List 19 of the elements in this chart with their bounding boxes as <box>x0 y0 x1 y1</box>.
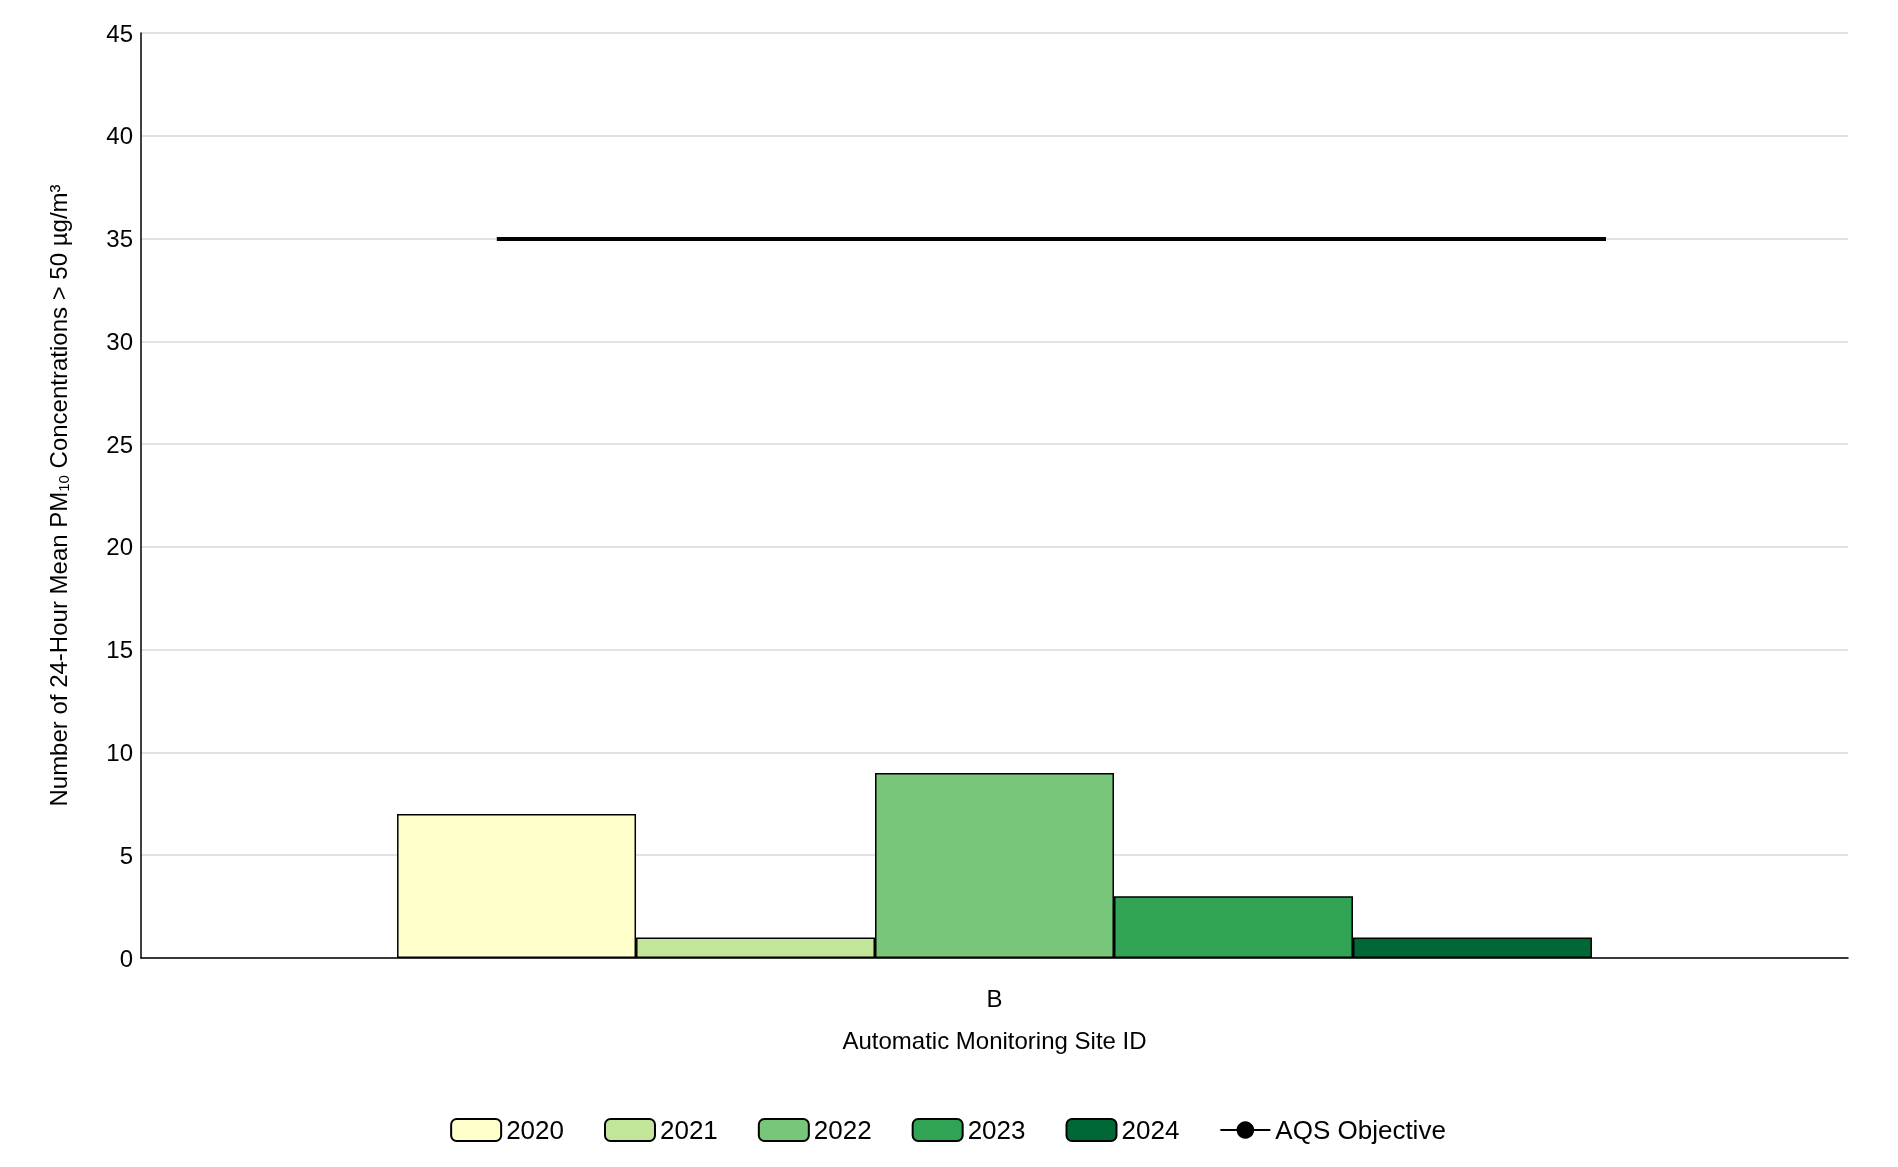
y-tick-label: 15 <box>106 636 133 664</box>
y-axis-title: Number of 24-Hour Mean PM10 Concentrations > 50 µg/m³ <box>45 184 72 807</box>
y-tick-label: 25 <box>106 430 133 458</box>
y-tick-label: 0 <box>119 944 133 972</box>
legend-label: 2023 <box>967 1115 1026 1145</box>
x-tick-label: B <box>986 984 1003 1012</box>
y-tick-label: 35 <box>106 225 133 253</box>
y-tick-label: 45 <box>106 19 133 47</box>
y-tick-label: 5 <box>119 841 133 869</box>
legend-label: AQS Objective <box>1275 1115 1446 1145</box>
legend-label: 2020 <box>506 1115 564 1145</box>
y-tick-label: 30 <box>106 327 133 355</box>
y-tick-label: 10 <box>106 738 133 766</box>
y-tick-label: 40 <box>106 122 133 150</box>
legend-label: 2022 <box>813 1115 872 1145</box>
y-tick-label: 20 <box>106 533 133 561</box>
legend-label: 2021 <box>659 1115 718 1145</box>
legend-label: 2024 <box>1121 1115 1180 1145</box>
x-axis-title: Automatic Monitoring Site ID <box>842 1026 1147 1054</box>
